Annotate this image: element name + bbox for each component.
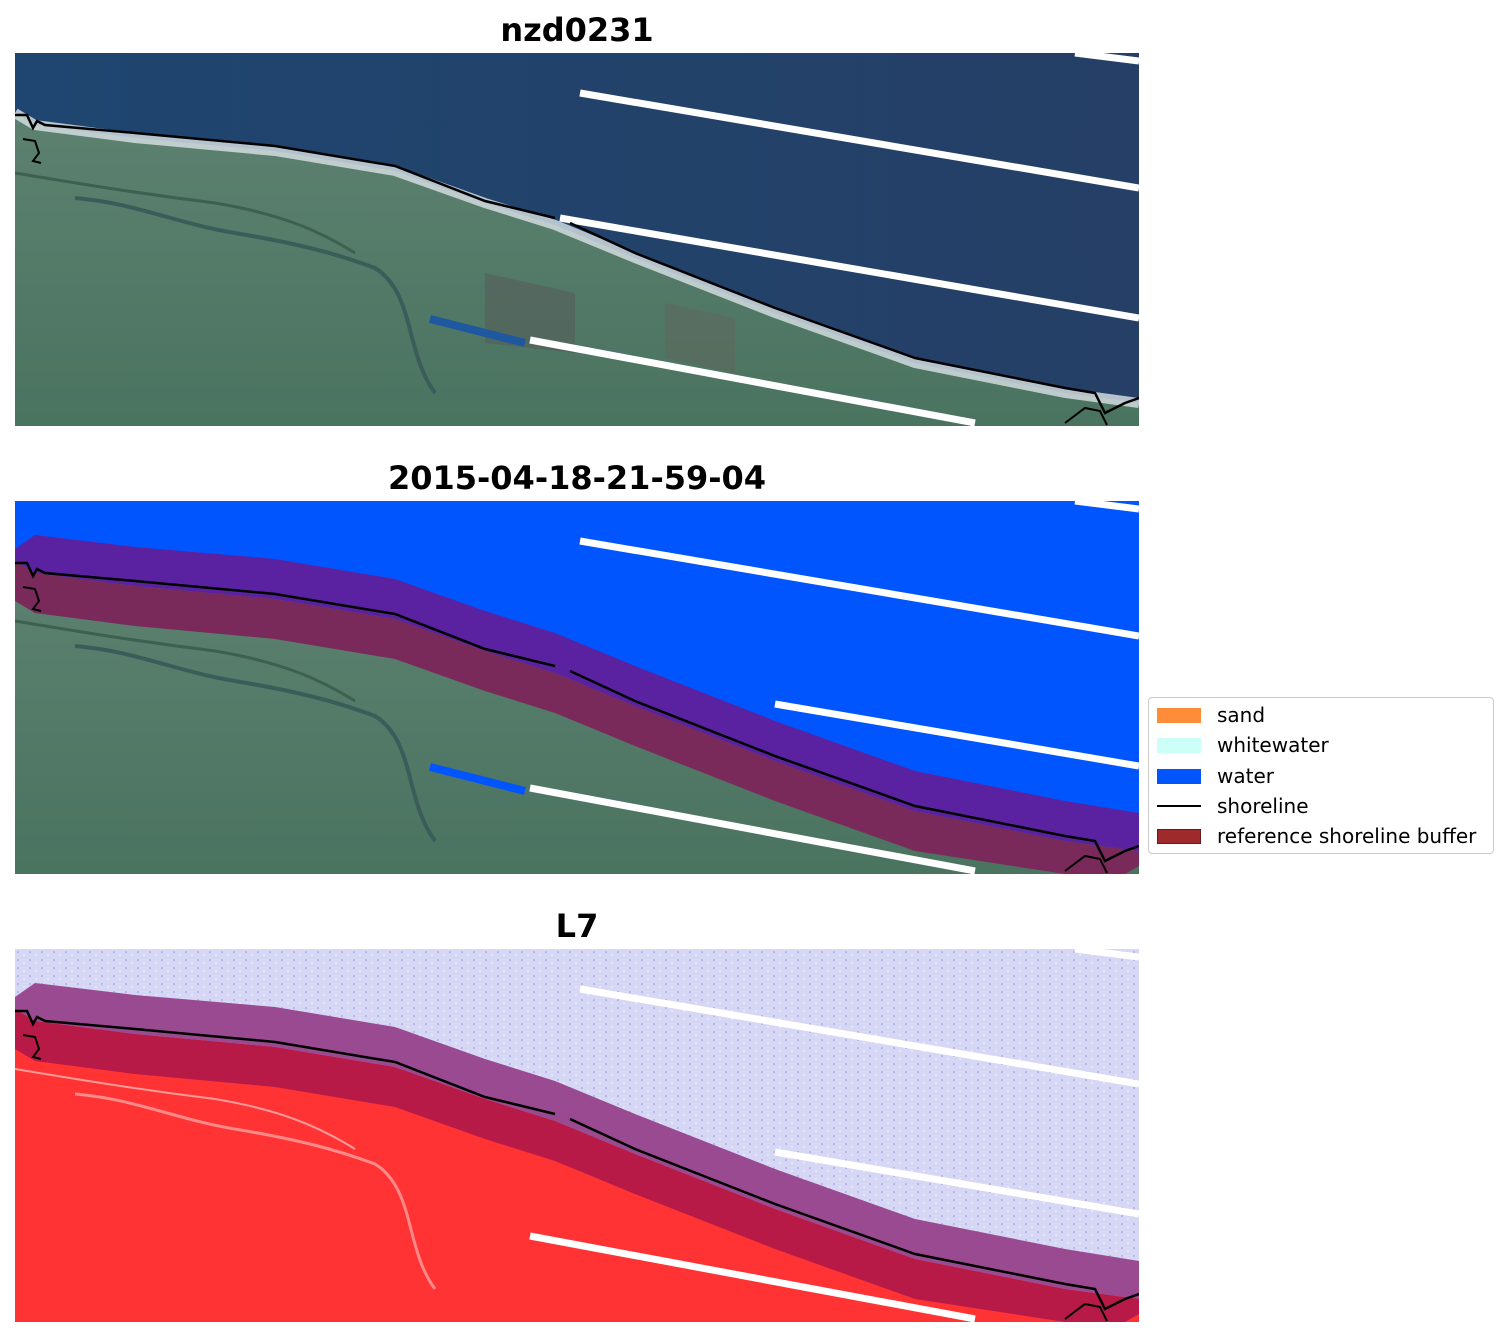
scanline-gap [1074,53,1139,65]
legend-item-shoreline: shoreline [1149,794,1493,818]
legend-item-whitewater: whitewater [1149,733,1493,757]
image-panel-rgb [15,53,1139,426]
beach-strip [15,108,1139,408]
shoreline-line-swatch [1157,805,1201,807]
shoreline [1064,406,1108,426]
sand-swatch [1157,708,1201,723]
scanline-gap [579,89,1139,192]
river-branch [15,619,356,703]
buffer-land-side [15,561,1139,874]
field-patch [485,273,575,353]
scanline-gap [579,537,1139,640]
shoreline [22,138,42,164]
scanline-gap [1074,501,1139,513]
river-branch [15,1068,356,1150]
image-panel-index [15,949,1139,1322]
legend: sand whitewater water shoreline referenc… [1148,697,1494,854]
scanline-gap [1074,949,1139,961]
legend-label: shoreline [1217,794,1309,818]
scanline-gap [529,1232,976,1322]
shoreline [1064,854,1108,874]
water-swatch [1157,769,1201,784]
image-panel-classified [15,501,1139,874]
river-branch [15,171,356,255]
legend-label: water [1217,764,1274,788]
shoreline [22,1034,42,1060]
shoreline [1064,1302,1108,1322]
scanline-gap [529,784,976,874]
legend-item-sand: sand [1149,703,1493,727]
panel-title-classified: 2015-04-18-21-59-04 [387,459,767,497]
river [74,196,437,395]
field-patch [665,303,735,373]
stripe-gap [429,763,526,795]
river [74,1092,437,1290]
scanline-gap [579,985,1139,1088]
shoreline [22,586,42,612]
buffer-sea-side [15,983,1139,1299]
scanline-gap [559,214,1139,322]
legend-item-water: water [1149,764,1493,788]
buffer-swatch [1157,829,1201,844]
buffer-sea-side [15,535,1139,851]
scanline-gap [529,336,976,426]
shoreline [15,561,1139,863]
panel-title-rgb: nzd0231 [500,11,654,49]
shoreline [15,1009,1139,1311]
panel-title-index: L7 [555,907,599,945]
river [74,644,437,843]
scanline-gap [774,1148,1139,1218]
legend-label: sand [1217,703,1266,727]
legend-label: whitewater [1217,733,1329,757]
legend-label: reference shoreline buffer [1217,824,1477,848]
whitewater-swatch [1157,738,1201,753]
stripe-gap [429,315,526,347]
scanline-gap [774,700,1139,770]
buffer-land-side [15,1009,1139,1322]
shoreline [15,113,1139,415]
legend-item-buffer: reference shoreline buffer [1149,824,1493,848]
